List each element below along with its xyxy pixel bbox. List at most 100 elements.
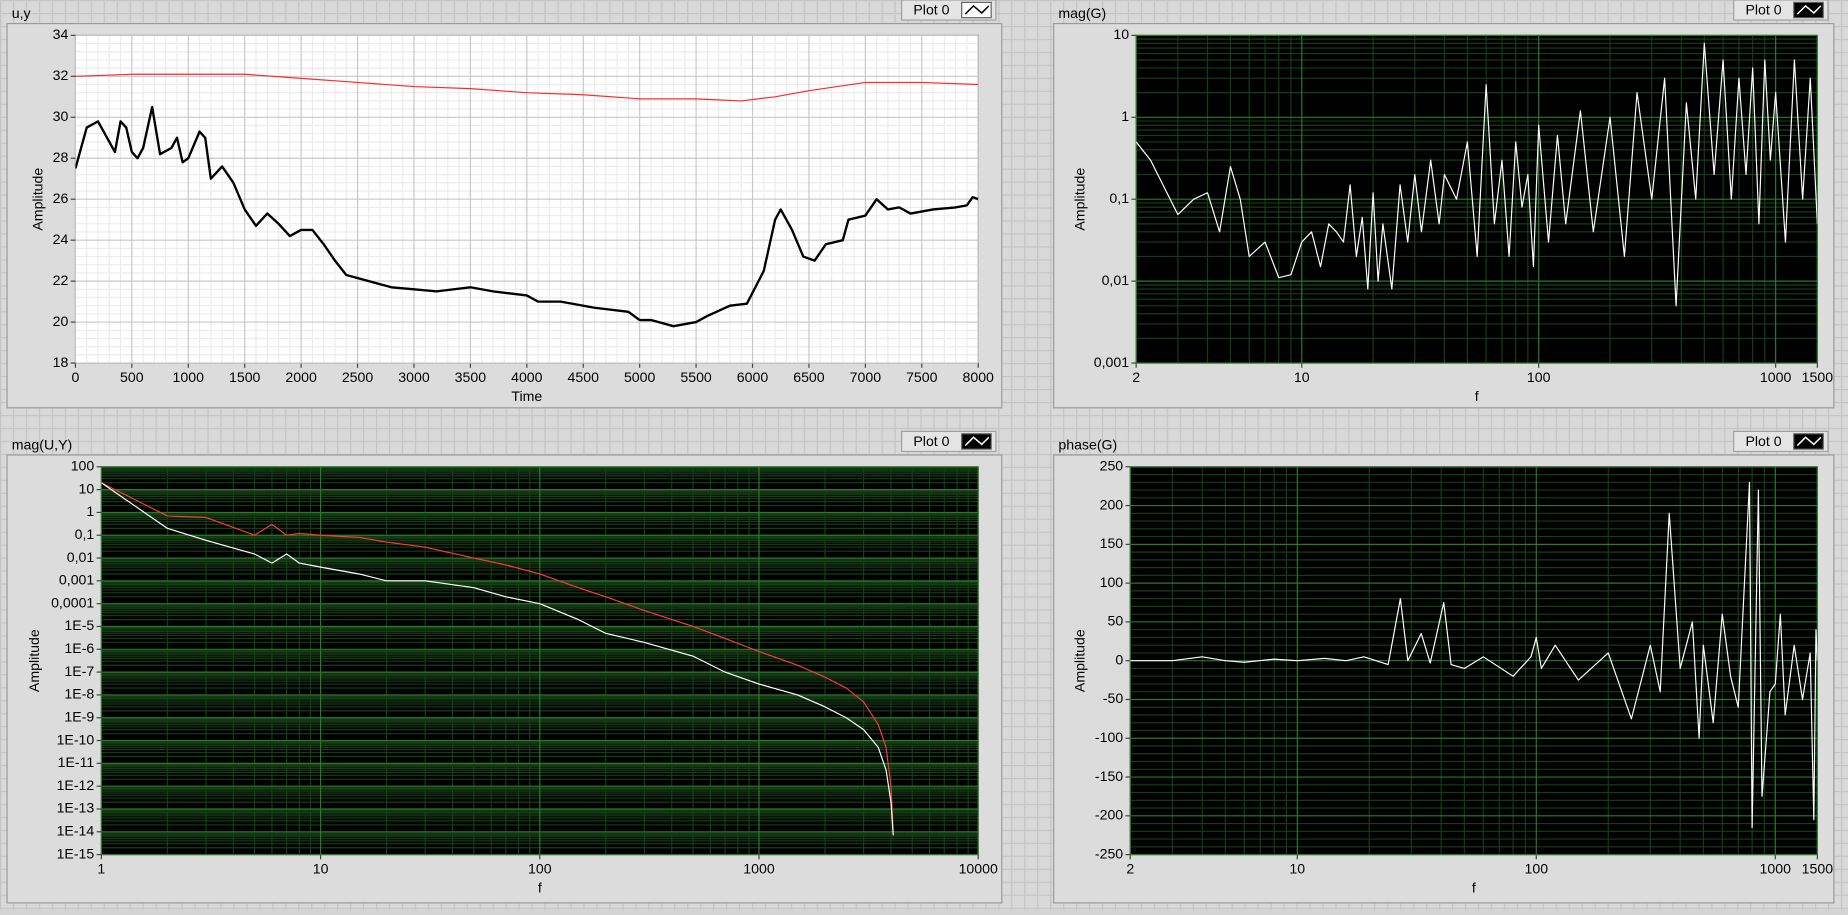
y-tick-label: 150 [1100, 535, 1124, 551]
y-tick-label: 0,001 [59, 572, 94, 588]
x-tick-label: 500 [120, 369, 144, 385]
y-tick-label: 250 [1100, 458, 1124, 474]
x-tick-label: 10 [1294, 369, 1310, 385]
y-tick-label: 1E-7 [64, 663, 94, 679]
x-axis-label: Time [511, 388, 542, 404]
data-line [101, 482, 894, 832]
y-tick-label: 0 [1115, 651, 1123, 667]
x-axis-label: f [1472, 880, 1476, 896]
y-tick-label: 28 [53, 149, 69, 165]
y-tick-label: 1E-12 [57, 777, 95, 793]
x-tick-label: 1000 [743, 861, 775, 877]
x-tick-label: 7000 [850, 369, 882, 385]
x-tick-label: 100 [1527, 369, 1551, 385]
y-tick-label: 1 [86, 503, 94, 519]
y-tick-label: 10 [79, 480, 95, 496]
data-line [75, 73, 979, 102]
x-tick-label: 6000 [737, 369, 769, 385]
y-tick-label: 20 [53, 313, 69, 329]
x-tick-label: 10 [313, 861, 329, 877]
x-tick-label: 2 [1132, 369, 1140, 385]
y-tick-label: 30 [53, 108, 69, 124]
x-tick-label: 4000 [511, 369, 543, 385]
y-tick-label: 0,01 [1102, 272, 1130, 288]
y-axis-label: Amplitude [1071, 629, 1087, 692]
x-tick-label: 1500 [1802, 369, 1834, 385]
y-tick-label: -200 [1095, 807, 1123, 823]
y-tick-label: 1E-9 [64, 708, 94, 724]
legend-label: Plot 0 [1745, 1, 1781, 17]
x-axis-label: f [538, 880, 542, 896]
legend-icon [961, 1, 992, 19]
x-tick-label: 3500 [455, 369, 487, 385]
y-tick-label: -250 [1095, 845, 1123, 861]
y-tick-label: 0,1 [1109, 190, 1129, 206]
y-tick-label: 200 [1100, 496, 1124, 512]
x-tick-label: 100 [528, 861, 552, 877]
x-axis-label: f [1475, 388, 1479, 404]
y-tick-label: 0,01 [67, 549, 95, 565]
y-tick-label: 100 [71, 458, 95, 474]
data-line [101, 482, 894, 836]
graph-title: u,y [12, 5, 32, 21]
y-tick-label: 32 [53, 67, 69, 83]
y-tick-label: 1E-14 [57, 823, 95, 839]
data-line [1130, 481, 1818, 829]
graph-title: phase(G) [1058, 436, 1117, 452]
x-tick-label: 1 [97, 861, 105, 877]
y-tick-label: 1E-6 [64, 640, 94, 656]
y-tick-label: 1 [1121, 108, 1129, 124]
legend-icon [961, 433, 992, 450]
x-tick-label: 3000 [398, 369, 430, 385]
x-tick-label: 1000 [1760, 861, 1792, 877]
legend-icon-line [1796, 436, 1822, 447]
y-axis-label: Amplitude [1071, 168, 1087, 231]
y-tick-label: 34 [53, 26, 69, 42]
x-tick-label: 2000 [285, 369, 317, 385]
y-tick-label: 26 [53, 190, 69, 206]
y-tick-label: 1E-11 [58, 754, 95, 770]
y-tick-label: -50 [1103, 690, 1124, 706]
x-tick-label: 1000 [173, 369, 205, 385]
y-tick-label: 100 [1100, 574, 1124, 590]
x-tick-label: 10000 [959, 861, 998, 877]
x-tick-label: 1500 [1802, 861, 1834, 877]
data-line [1136, 42, 1818, 307]
y-tick-label: 18 [53, 354, 69, 370]
y-tick-label: 0,0001 [51, 594, 94, 610]
y-tick-label: 50 [1107, 613, 1123, 629]
x-tick-label: 1000 [1760, 369, 1792, 385]
legend-icon [1793, 1, 1824, 19]
x-tick-label: 7500 [906, 369, 938, 385]
legend-icon-line [964, 4, 990, 15]
x-tick-label: 100 [1524, 861, 1548, 877]
y-axis-label: Amplitude [30, 168, 46, 231]
x-tick-label: 5500 [680, 369, 712, 385]
y-tick-label: -150 [1095, 768, 1123, 784]
y-tick-label: 1E-10 [57, 731, 95, 747]
y-axis-label: Amplitude [26, 629, 42, 692]
y-tick-label: 1E-8 [64, 686, 94, 702]
x-tick-label: 2500 [342, 369, 374, 385]
y-tick-label: 10 [1113, 26, 1129, 42]
x-tick-label: 10 [1289, 861, 1305, 877]
y-tick-label: 1E-15 [57, 845, 95, 861]
x-tick-label: 5000 [624, 369, 656, 385]
x-tick-label: 1500 [229, 369, 261, 385]
legend-label: Plot 0 [1745, 433, 1781, 449]
y-tick-label: 0,1 [75, 526, 95, 542]
y-tick-label: 1E-13 [57, 800, 95, 816]
y-tick-label: 22 [53, 272, 69, 288]
legend-icon [1793, 433, 1824, 450]
data-line [75, 105, 979, 328]
y-tick-label: -100 [1095, 729, 1123, 745]
legend-label: Plot 0 [913, 433, 949, 449]
legend-icon-line [964, 436, 990, 447]
x-tick-label: 8000 [962, 369, 994, 385]
y-tick-label: 24 [53, 231, 69, 247]
legend-label: Plot 0 [913, 1, 949, 17]
y-tick-label: 1E-5 [64, 617, 94, 633]
graph-title: mag(U,Y) [12, 436, 72, 452]
